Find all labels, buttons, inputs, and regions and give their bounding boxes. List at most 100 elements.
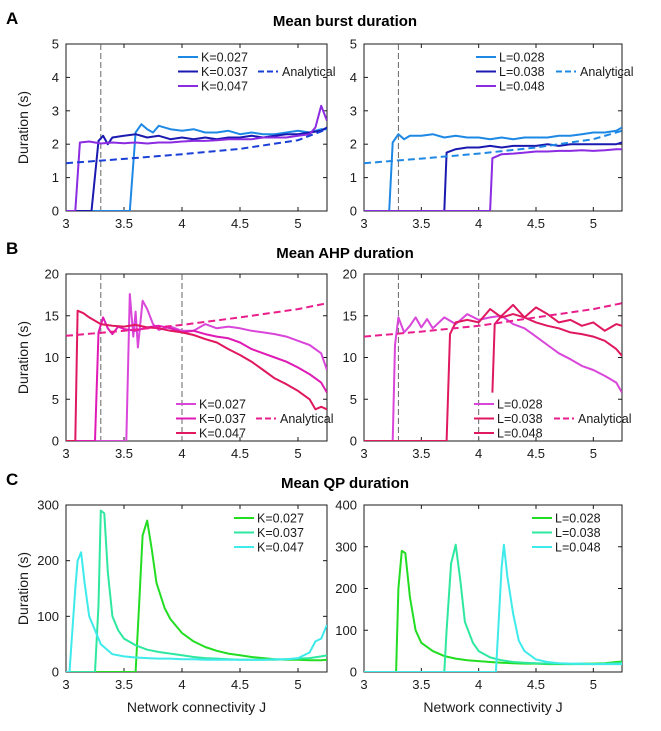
x-tick-label: 4 — [178, 677, 185, 692]
legend-label: K=0.047 — [257, 541, 304, 555]
legend-label-analytical: Analytical — [280, 412, 334, 426]
x-tick-label: 3.5 — [115, 446, 133, 461]
y-tick-label: 100 — [335, 623, 357, 638]
x-tick-label: 3 — [360, 677, 367, 692]
y-tick-label: 1 — [52, 170, 59, 185]
y-tick-label: 20 — [45, 267, 59, 282]
x-tick-label: 3.5 — [412, 446, 430, 461]
y-tick-label: 100 — [37, 609, 59, 624]
x-tick-label: 4 — [475, 446, 482, 461]
y-axis-label: Duration (s) — [15, 91, 31, 164]
x-tick-label: 4 — [178, 216, 185, 231]
x-tick-label: 4 — [178, 446, 185, 461]
x-tick-label: 3 — [62, 446, 69, 461]
series-group — [364, 126, 622, 211]
x-tick-label: 4.5 — [231, 677, 249, 692]
x-tick-label: 5 — [294, 216, 301, 231]
legend-label: K=0.037 — [257, 526, 304, 540]
y-tick-label: 15 — [45, 308, 59, 323]
x-tick-label: 5 — [590, 216, 597, 231]
series-group — [364, 543, 622, 672]
x-tick-label: 4 — [475, 216, 482, 231]
series-line-l-0-048 — [364, 148, 622, 211]
y-tick-label: 200 — [335, 581, 357, 596]
panel-title-a: Mean burst duration — [273, 13, 417, 30]
y-tick-label: 1 — [350, 170, 357, 185]
series-group — [66, 509, 327, 672]
y-tick-label: 10 — [343, 350, 357, 365]
y-tick-label: 0 — [350, 665, 357, 680]
series-group — [66, 293, 327, 441]
legend-label: K=0.027 — [199, 398, 246, 412]
panel-title-c: Mean QP duration — [281, 475, 409, 492]
x-tick-label: 3.5 — [412, 216, 430, 231]
series-line-analytical — [66, 128, 327, 165]
axes-box — [65, 504, 328, 673]
x-tick-label: 4.5 — [527, 677, 545, 692]
y-tick-label: 3 — [350, 103, 357, 118]
legend-label-analytical: Analytical — [578, 412, 632, 426]
legend-label: L=0.038 — [555, 526, 601, 540]
y-tick-label: 10 — [45, 350, 59, 365]
y-tick-label: 5 — [52, 37, 59, 52]
series-group — [364, 302, 622, 441]
legend-label: K=0.047 — [199, 427, 246, 441]
legend-label: L=0.048 — [555, 541, 601, 555]
panel-title-b: Mean AHP duration — [276, 245, 414, 262]
legend-label: L=0.028 — [499, 51, 545, 65]
legend-label: L=0.048 — [499, 80, 545, 94]
legend-label: K=0.037 — [199, 412, 246, 426]
panel-letter-b: B — [6, 239, 18, 258]
legend-label-analytical: Analytical — [580, 65, 634, 79]
legend-label: K=0.027 — [201, 51, 248, 65]
x-tick-label: 3 — [62, 216, 69, 231]
x-tick-label: 3.5 — [115, 677, 133, 692]
x-tick-label: 3 — [62, 677, 69, 692]
x-tick-label: 4.5 — [527, 216, 545, 231]
panel-letter-a: A — [6, 9, 18, 28]
y-tick-label: 5 — [350, 37, 357, 52]
y-tick-label: 300 — [335, 539, 357, 554]
y-tick-label: 200 — [37, 553, 59, 568]
legend-label: L=0.038 — [499, 65, 545, 79]
legend-label-analytical: Analytical — [282, 65, 336, 79]
x-tick-label: 3.5 — [115, 216, 133, 231]
y-axis-label: Duration (s) — [15, 552, 31, 625]
series-line-k-0-047 — [66, 551, 327, 672]
y-tick-label: 0 — [350, 434, 357, 449]
panel-letter-c: C — [6, 470, 18, 489]
x-tick-label: 5 — [590, 677, 597, 692]
legend-label: K=0.037 — [201, 65, 248, 79]
x-tick-label: 3 — [360, 216, 367, 231]
x-tick-label: 4.5 — [231, 446, 249, 461]
x-axis-label: Network connectivity J — [127, 699, 266, 715]
x-tick-label: 3.5 — [412, 677, 430, 692]
legend-label: K=0.027 — [257, 512, 304, 526]
series-line-analytical — [66, 302, 327, 337]
chart-C-right: 3 3.5 4 4.5 5 0 100 200 300 400 Network connectivi… — [335, 498, 623, 715]
y-tick-label: 4 — [350, 70, 357, 85]
y-tick-label: 2 — [350, 137, 357, 152]
series-line-l-0-028 — [364, 313, 622, 441]
x-tick-label: 4.5 — [231, 216, 249, 231]
y-tick-label: 0 — [52, 665, 59, 680]
y-tick-label: 4 — [52, 70, 59, 85]
y-tick-label: 300 — [37, 498, 59, 513]
series-group — [66, 104, 327, 211]
x-tick-label: 3 — [360, 446, 367, 461]
series-line-k-0-037 — [66, 126, 327, 211]
y-tick-label: 0 — [52, 204, 59, 219]
legend-label: L=0.038 — [497, 412, 543, 426]
series-line-k-0-047 — [66, 104, 327, 211]
y-tick-label: 0 — [52, 434, 59, 449]
y-tick-label: 3 — [52, 103, 59, 118]
series-line-k-0-047 — [66, 309, 327, 441]
